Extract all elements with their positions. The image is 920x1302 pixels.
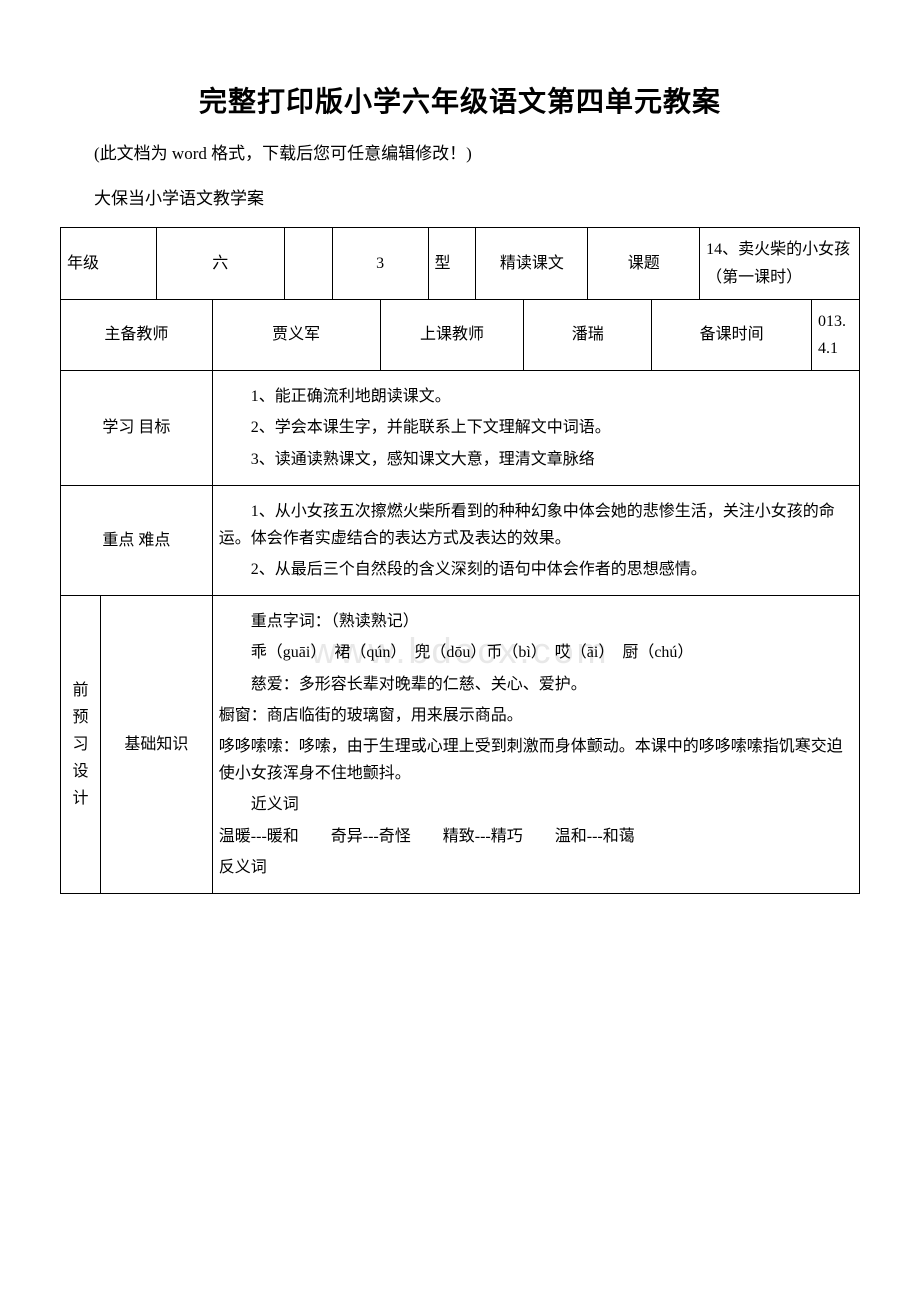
objectives-content: 1、能正确流利地朗读课文。 2、学会本课生字，并能联系上下文理解文中词语。 3、…: [212, 371, 859, 486]
basics-content: 重点字词：（熟读熟记） 乖（guāi） 裙（qún） 兜（dōu）币（bì） 哎…: [212, 596, 859, 894]
main-teacher-label: 主备教师: [61, 299, 213, 370]
table-row: 学习 目标 1、能正确流利地朗读课文。 2、学会本课生字，并能联系上下文理解文中…: [61, 371, 860, 486]
synonym-line: 温暖---暖和 奇异---奇怪 精致---精巧 温和---和蔼: [219, 823, 853, 850]
type-label: 型: [428, 228, 476, 299]
type-value: 精读课文: [476, 228, 588, 299]
objective-line: 3、读通读熟课文，感知课文大意，理清文章脉络: [219, 446, 853, 473]
objectives-label: 学习 目标: [61, 371, 213, 486]
blank-cell: [284, 228, 332, 299]
main-teacher-value: 贾义军: [212, 299, 380, 370]
vocab-pinyin: 乖（guāi） 裙（qún） 兜（dōu）币（bì） 哎（āi） 厨（chú）: [219, 639, 853, 666]
prep-time-label: 备课时间: [652, 299, 812, 370]
prep-time-value: 013.4.1: [811, 299, 859, 370]
table-row: 年级 六 3 型 精读课文 课题 14、卖火柴的小女孩（第一课时）: [61, 228, 860, 299]
topic-value: 14、卖火柴的小女孩（第一课时）: [700, 228, 860, 299]
class-teacher-value: 潘瑞: [524, 299, 652, 370]
objective-line: 2、学会本课生字，并能联系上下文理解文中词语。: [219, 414, 853, 441]
preview-label: 前预习设计: [61, 596, 101, 894]
class-teacher-label: 上课教师: [380, 299, 524, 370]
vocab-heading: 重点字词：（熟读熟记）: [219, 608, 853, 635]
definition-line: 哆哆嗦嗦：哆嗦，由于生理或心理上受到刺激而身体颤动。本课中的哆哆嗦嗦指饥寒交迫使…: [219, 733, 853, 787]
lesson-plan-table: 年级 六 3 型 精读课文 课题 14、卖火柴的小女孩（第一课时） 主备教师 贾…: [60, 227, 860, 894]
intro-text: (此文档为 word 格式，下载后您可任意编辑修改！): [60, 140, 860, 167]
objective-line: 1、能正确流利地朗读课文。: [219, 383, 853, 410]
definition-line: 橱窗：商店临街的玻璃窗，用来展示商品。: [219, 702, 853, 729]
number-value: 3: [332, 228, 428, 299]
synonym-heading: 近义词: [219, 791, 853, 818]
keypoints-content: 1、从小女孩五次擦燃火柴所看到的种种幻象中体会她的悲惨生活，关注小女孩的命运。体…: [212, 485, 859, 596]
antonym-heading: 反义词: [219, 854, 853, 881]
subtitle-text: 大保当小学语文教学案: [60, 185, 860, 212]
definition-line: 慈爱：多形容长辈对晚辈的仁慈、关心、爱护。: [219, 671, 853, 698]
basics-label: 基础知识: [100, 596, 212, 894]
grade-value: 六: [156, 228, 284, 299]
keypoint-line: 2、从最后三个自然段的含义深刻的语句中体会作者的思想感情。: [219, 556, 853, 583]
page-title: 完整打印版小学六年级语文第四单元教案: [60, 80, 860, 120]
topic-label: 课题: [588, 228, 700, 299]
table-row: 主备教师 贾义军 上课教师 潘瑞 备课时间 013.4.1: [61, 299, 860, 370]
table-row: 重点 难点 1、从小女孩五次擦燃火柴所看到的种种幻象中体会她的悲惨生活，关注小女…: [61, 485, 860, 596]
grade-label: 年级: [61, 228, 157, 299]
keypoint-line: 1、从小女孩五次擦燃火柴所看到的种种幻象中体会她的悲惨生活，关注小女孩的命运。体…: [219, 498, 853, 552]
keypoints-label: 重点 难点: [61, 485, 213, 596]
table-row: 前预习设计 基础知识 重点字词：（熟读熟记） 乖（guāi） 裙（qún） 兜（…: [61, 596, 860, 894]
